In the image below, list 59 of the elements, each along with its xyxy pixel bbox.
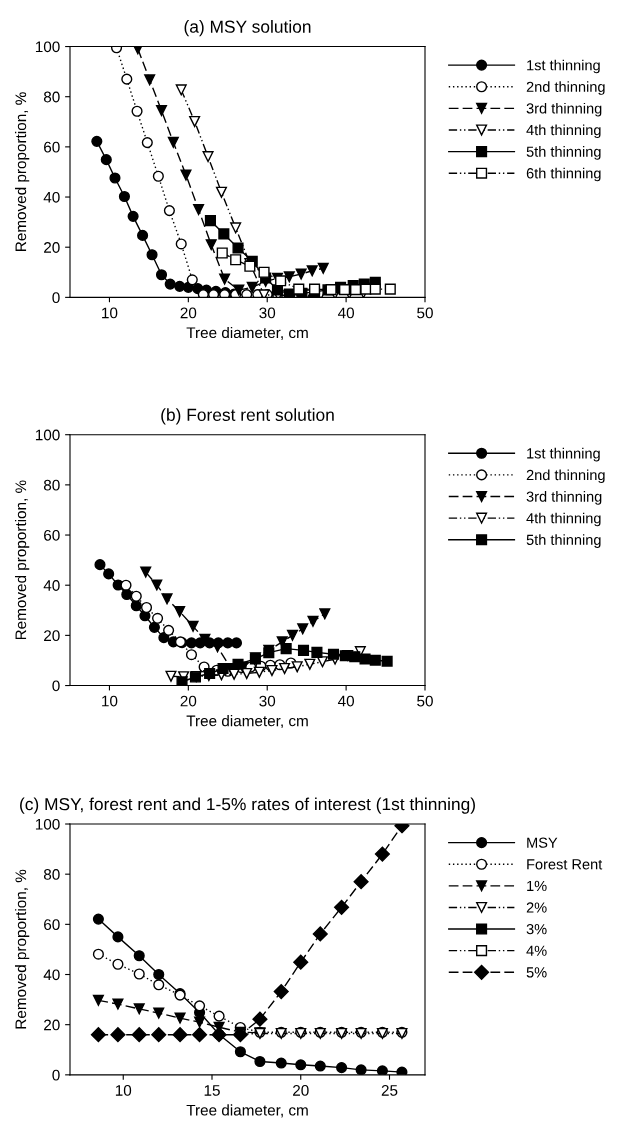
x-axis-title: Tree diameter, cm: [186, 715, 308, 729]
x-tick-label: 10: [102, 695, 118, 707]
x-tick-label: 20: [293, 1084, 309, 1096]
legend-label: 3rd thinning: [526, 102, 602, 117]
x-tick-label: 10: [115, 1084, 132, 1096]
x-tick-label: 40: [337, 695, 355, 707]
y-tick-label: 20: [44, 630, 60, 642]
x-tick-label: 15: [204, 1085, 220, 1096]
legend-label: 5th thinning: [526, 534, 601, 548]
legend-label: 2nd thinning: [526, 469, 605, 484]
y-axis-title: Removed proportion, %: [14, 869, 30, 1029]
y-tick-label: 60: [44, 529, 60, 541]
y-tick-label: 0: [52, 292, 60, 304]
legend-label: 1st thinning: [527, 447, 600, 462]
x-tick-label: 50: [417, 307, 433, 319]
y-axis-title: Removed proportion, %: [14, 92, 30, 251]
y-tick-label: 0: [52, 680, 60, 692]
chart-title: (a) MSY solution: [184, 20, 311, 37]
y-tick-label: 80: [43, 479, 60, 491]
legend-label: 2%: [526, 902, 547, 913]
y-tick-label: 40: [43, 969, 60, 981]
legend-label: MSY: [527, 837, 558, 848]
legend-label: 4th thinning: [526, 512, 601, 527]
chart-title: (c) MSY, forest rent and 1-5% rates of interest (1st thinning): [20, 797, 475, 814]
legend-label: 2nd thinning: [526, 81, 605, 95]
legend-label: 6th thinning: [526, 167, 601, 182]
y-tick-label: 80: [43, 869, 60, 880]
x-tick-label: 20: [180, 695, 197, 707]
x-axis-title: Tree diameter, cm: [186, 1104, 308, 1118]
x-axis-title: Tree diameter, cm: [186, 326, 308, 340]
x-tick-label: 30: [259, 307, 276, 319]
legend-label: Forest Rent: [527, 859, 603, 870]
legend-label: 3rd thinning: [526, 491, 602, 505]
x-tick-label: 10: [102, 307, 118, 319]
legend-label: 5%: [526, 967, 547, 978]
y-tick-label: 100: [35, 41, 60, 53]
y-tick-label: 40: [43, 191, 60, 203]
y-tick-label: 100: [35, 818, 60, 830]
y-tick-label: 0: [52, 1069, 60, 1081]
x-tick-label: 25: [381, 1084, 398, 1096]
y-tick-label: 40: [43, 580, 60, 591]
legend-label: 4%: [526, 945, 547, 956]
x-tick-label: 30: [259, 695, 276, 707]
legend-label: 1st thinning: [527, 59, 600, 74]
y-tick-label: 80: [43, 91, 60, 103]
y-tick-label: 100: [35, 429, 60, 441]
chart-title: (b) Forest rent solution: [161, 408, 334, 425]
y-axis-title: Removed proportion, %: [14, 480, 30, 640]
x-tick-label: 40: [337, 307, 355, 319]
y-tick-label: 20: [44, 242, 60, 253]
legend-label: 4th thinning: [526, 124, 601, 139]
legend-label: 3%: [526, 923, 547, 935]
x-tick-label: 20: [180, 307, 197, 319]
y-tick-label: 60: [44, 919, 60, 931]
x-tick-label: 50: [417, 695, 433, 707]
y-tick-label: 60: [44, 141, 60, 153]
legend-label: 5th thinning: [526, 146, 601, 160]
y-tick-label: 20: [44, 1019, 60, 1031]
legend-label: 1%: [527, 880, 547, 892]
